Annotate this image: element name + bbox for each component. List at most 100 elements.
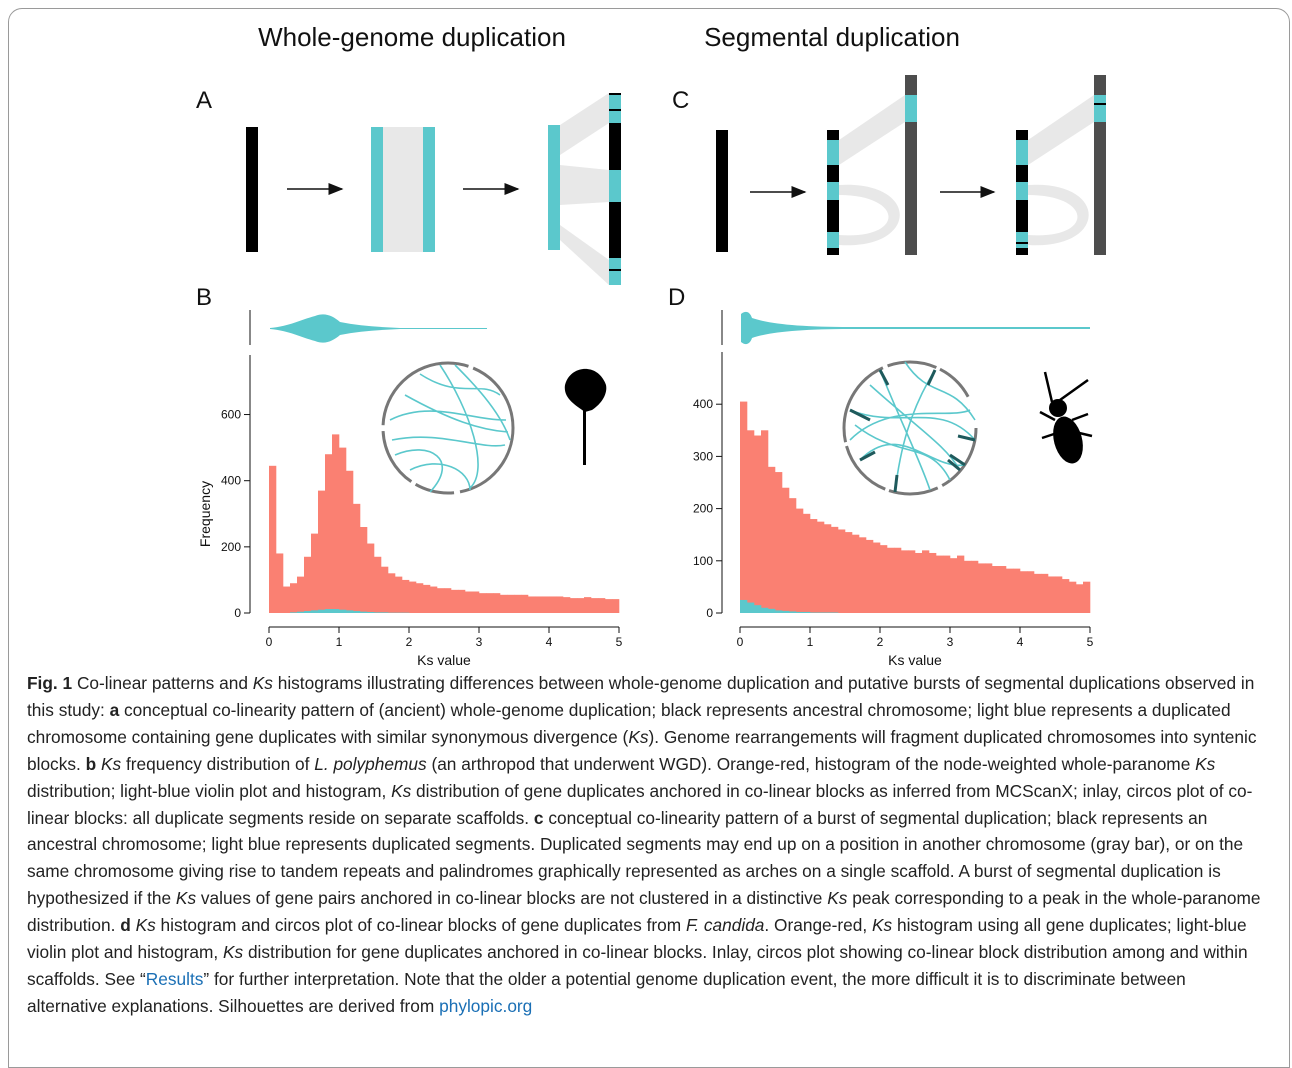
bar bbox=[451, 590, 458, 613]
bar bbox=[570, 598, 577, 613]
circos-b bbox=[383, 363, 513, 493]
bar bbox=[311, 610, 318, 613]
bar bbox=[269, 466, 276, 613]
x-tick-label: 2 bbox=[406, 635, 413, 649]
bar bbox=[1041, 574, 1048, 613]
bar bbox=[747, 603, 754, 613]
bar bbox=[437, 588, 444, 613]
caption-text: Ks bbox=[101, 754, 121, 774]
bar bbox=[775, 472, 782, 613]
y-tick-label: 0 bbox=[234, 606, 241, 620]
bar bbox=[297, 577, 304, 613]
caption-text: Ks bbox=[628, 727, 648, 747]
caption-text: a bbox=[110, 700, 120, 720]
bar bbox=[901, 550, 908, 613]
bar bbox=[444, 588, 451, 613]
bar bbox=[591, 598, 598, 613]
bar bbox=[999, 566, 1006, 613]
bar bbox=[374, 612, 381, 613]
bar bbox=[367, 544, 374, 613]
bar bbox=[339, 610, 346, 613]
bar bbox=[768, 467, 775, 613]
bar bbox=[1020, 571, 1027, 613]
bar bbox=[810, 519, 817, 613]
y-axis-label: Frequency bbox=[197, 481, 213, 547]
y-tick-label: 300 bbox=[693, 449, 713, 463]
bar bbox=[521, 595, 528, 613]
x-tick-label: 2 bbox=[877, 635, 884, 649]
caption-link[interactable]: Results bbox=[146, 969, 204, 989]
y-tick-label: 200 bbox=[693, 502, 713, 516]
bar bbox=[859, 537, 866, 613]
bar bbox=[810, 612, 817, 613]
bar bbox=[950, 558, 957, 613]
caption-text: b bbox=[86, 754, 97, 774]
bar bbox=[339, 448, 346, 613]
caption: Fig. 1 Co-linear patterns and Ks histogr… bbox=[27, 670, 1267, 1020]
bar bbox=[740, 600, 747, 613]
caption-text: d bbox=[120, 915, 131, 935]
bar bbox=[1013, 569, 1020, 613]
bar bbox=[831, 527, 838, 613]
bar bbox=[458, 590, 465, 613]
bar bbox=[563, 597, 570, 613]
y-tick-label: 100 bbox=[693, 554, 713, 568]
bar bbox=[887, 548, 894, 613]
circos-d bbox=[844, 362, 976, 494]
x-tick-label: 1 bbox=[807, 635, 814, 649]
bar bbox=[332, 609, 339, 613]
caption-text: Ks bbox=[136, 915, 156, 935]
bar bbox=[1048, 576, 1055, 613]
caption-text: distribution; light-blue violin plot and… bbox=[27, 781, 391, 801]
bar bbox=[803, 514, 810, 613]
bar bbox=[992, 566, 999, 613]
bar bbox=[325, 609, 332, 613]
x-tick-label: 5 bbox=[1087, 635, 1094, 649]
bar bbox=[353, 611, 360, 613]
bar bbox=[360, 612, 367, 613]
bar bbox=[353, 504, 360, 613]
x-axis-label: Ks value bbox=[417, 652, 471, 665]
caption-text: frequency distribution of bbox=[121, 754, 314, 774]
bar bbox=[1055, 576, 1062, 613]
bar bbox=[479, 593, 486, 613]
bar bbox=[740, 402, 747, 613]
x-tick-label: 3 bbox=[947, 635, 954, 649]
bar bbox=[929, 553, 936, 613]
bar bbox=[423, 585, 430, 613]
caption-text: c bbox=[534, 808, 544, 828]
panel-label: A bbox=[196, 87, 212, 114]
bar bbox=[402, 580, 409, 613]
bar bbox=[381, 612, 388, 613]
bar bbox=[325, 454, 332, 613]
bar bbox=[796, 509, 803, 613]
bar bbox=[1069, 582, 1076, 613]
bar bbox=[775, 610, 782, 613]
bar bbox=[761, 608, 768, 613]
bar bbox=[831, 612, 838, 613]
bar bbox=[493, 593, 500, 613]
caption-link[interactable]: phylopic.org bbox=[439, 996, 532, 1016]
caption-text: . Orange-red, bbox=[764, 915, 872, 935]
bar bbox=[577, 598, 584, 613]
bar bbox=[346, 471, 353, 613]
bar bbox=[381, 567, 388, 613]
caption-text: histogram and circos plot of co-linear b… bbox=[156, 915, 686, 935]
silhouette-springtail bbox=[1040, 372, 1092, 467]
bar bbox=[535, 596, 542, 613]
x-axis-label: Ks value bbox=[888, 652, 942, 665]
caption-text: L. polyphemus bbox=[314, 754, 426, 774]
panel-label: C bbox=[672, 87, 689, 114]
x-tick-label: 4 bbox=[546, 635, 553, 649]
bar bbox=[845, 532, 852, 613]
bar bbox=[747, 430, 754, 613]
violin bbox=[741, 312, 1090, 344]
bar bbox=[908, 550, 915, 613]
bar bbox=[782, 488, 789, 613]
bar bbox=[360, 527, 367, 613]
bar bbox=[796, 612, 803, 613]
y-tick-label: 400 bbox=[693, 397, 713, 411]
caption-text: (an arthropod that underwent WGD). Orang… bbox=[427, 754, 1195, 774]
